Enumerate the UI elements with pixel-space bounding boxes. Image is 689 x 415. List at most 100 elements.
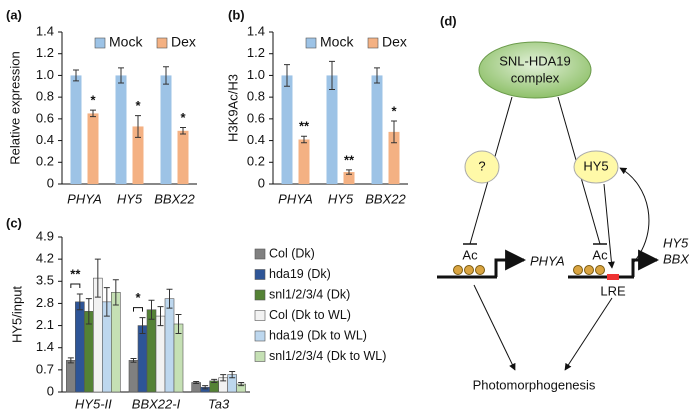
error-bar [284, 64, 290, 87]
legend-label: snl1/2/3/4 (Dk) [269, 287, 350, 301]
y-axis-label: HY5/input [9, 286, 24, 343]
bar [137, 325, 148, 393]
y-tick-label: 0.4 [247, 132, 265, 147]
panel-label: (d) [440, 13, 457, 28]
y-tick-label: 0 [47, 175, 54, 190]
error-bar [112, 279, 119, 306]
legend-swatch [254, 310, 266, 321]
significance-label: * [135, 290, 141, 305]
error-bar [130, 357, 137, 363]
error-bar [103, 287, 110, 317]
error-bar [374, 67, 380, 84]
acetyl-mark [595, 265, 605, 275]
acetyl-mark [573, 265, 583, 275]
y-tick-label: 1.2 [36, 45, 54, 60]
error-bar [346, 169, 352, 175]
bar [66, 360, 76, 393]
y-tick-label: 1.2 [247, 45, 265, 60]
bar [173, 323, 184, 393]
error-bar [118, 67, 124, 84]
legend-swatch [305, 37, 317, 49]
bar [70, 75, 82, 184]
feedback-arrow [619, 167, 650, 263]
error-bar [301, 135, 307, 144]
bracket [133, 307, 143, 312]
legend-label: Dex [382, 34, 407, 50]
factor-node [573, 150, 619, 184]
legend-label: snl1/2/3/4 (Dk to WL) [269, 349, 386, 363]
bar [388, 131, 400, 184]
x-tick-label: BBX22-I [132, 396, 181, 411]
y-tick-label: 0.4 [36, 132, 54, 147]
error-bar [166, 288, 173, 309]
error-bar [211, 378, 218, 384]
bar [155, 315, 166, 393]
legend-label: Col (Dk to WL) [269, 308, 351, 322]
error-bar [157, 306, 164, 327]
legend-swatch [254, 351, 266, 362]
bar [326, 75, 338, 184]
x-tick-label: HY5 [117, 191, 143, 206]
output-arrow [564, 297, 613, 371]
error-bar [202, 385, 209, 390]
bar [160, 75, 172, 184]
binding-arrow [603, 183, 615, 269]
y-tick-label: 1.0 [247, 67, 265, 82]
gene-label: BBX22 [663, 251, 689, 266]
complex-node [478, 41, 592, 99]
legend-label: Dex [171, 34, 196, 50]
y-axis-label: Relative expression [7, 51, 22, 164]
error-bar [73, 69, 79, 82]
tss-arrow [494, 249, 527, 277]
gene-label: PHYA [530, 253, 565, 268]
error-bar [329, 60, 335, 91]
output-arrow [473, 284, 516, 371]
y-axis-label: H3K9Ac/H3 [225, 74, 240, 142]
legend-label: Mock [320, 34, 354, 50]
bar [115, 75, 127, 184]
error-bar [139, 317, 146, 334]
bar [87, 113, 99, 184]
bar [132, 126, 144, 184]
legend-label: Mock [109, 34, 143, 50]
ac-label: Ac [462, 247, 478, 262]
acetyl-mark [475, 265, 485, 275]
error-bar [175, 314, 182, 334]
panel-label: (c) [6, 215, 22, 230]
complex-label: complex [511, 70, 560, 85]
error-bar [391, 120, 397, 144]
ac-label: Ac [592, 247, 608, 262]
legend-swatch [254, 269, 266, 280]
y-tick-label: 4.2 [36, 251, 54, 266]
y-tick-label: 1.4 [36, 339, 54, 354]
error-bar [90, 109, 96, 118]
panel-label: (a) [6, 7, 22, 22]
x-tick-label: PHYA [278, 191, 313, 206]
y-tick-label: 0.2 [247, 154, 265, 169]
legend-label: Col (Dk) [269, 246, 315, 260]
complex-label: SNL-HDA19 [499, 53, 571, 68]
bar [111, 292, 121, 393]
x-tick-label: HY5 [328, 191, 354, 206]
bar [343, 172, 355, 184]
output-label: Photomorphogenesis [473, 377, 596, 392]
significance-label: ** [344, 152, 355, 167]
unknown-label: ? [478, 158, 485, 173]
error-bar [135, 115, 141, 138]
panel-label: (b) [228, 7, 245, 22]
error-bar [238, 382, 245, 387]
gene-label: HY5 [663, 235, 689, 250]
bar [371, 75, 383, 184]
error-bar [76, 293, 83, 311]
bar [281, 75, 293, 184]
error-bar [85, 298, 92, 325]
x-tick-label: BBX22 [365, 191, 406, 206]
error-bar [180, 127, 186, 135]
y-tick-label: 0.8 [36, 89, 54, 104]
legend-swatch [254, 248, 266, 260]
bar [146, 309, 157, 393]
lre-element [607, 274, 619, 280]
y-tick-label: 1.4 [36, 23, 54, 38]
bar [75, 301, 85, 393]
